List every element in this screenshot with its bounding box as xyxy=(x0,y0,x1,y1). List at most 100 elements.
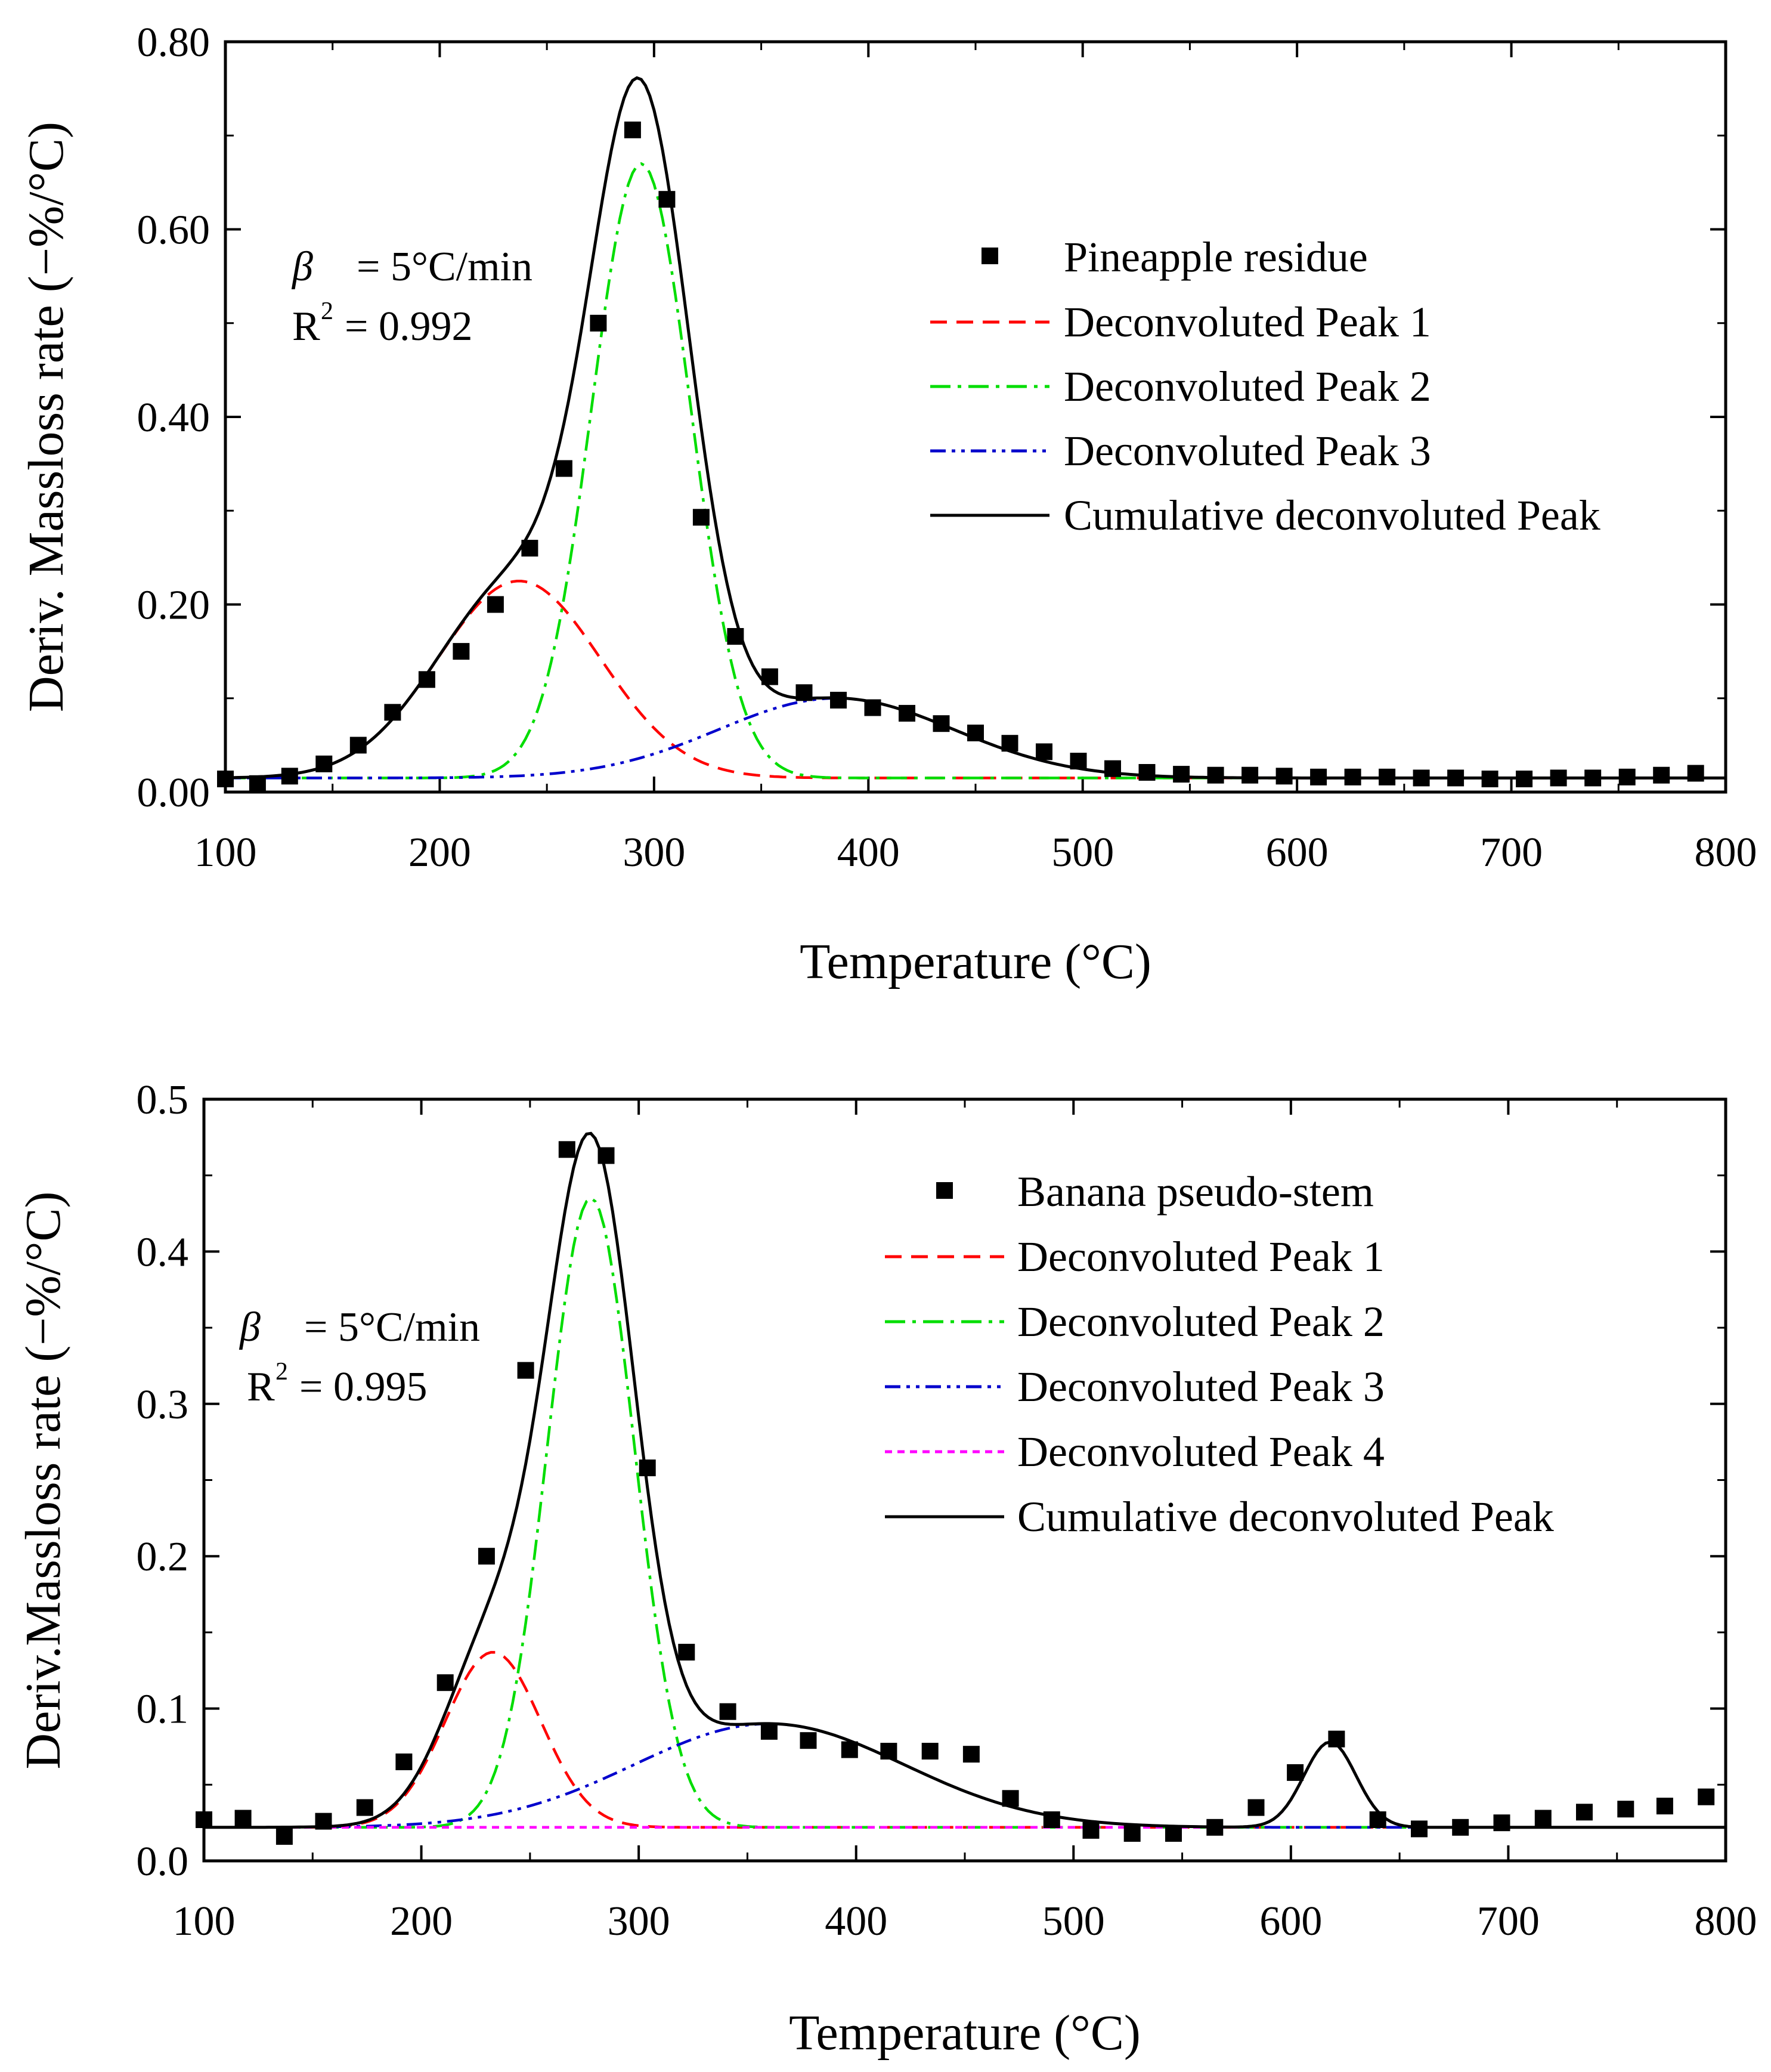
legend-label-peak-4: Deconvoluted Peak 4 xyxy=(1017,1428,1385,1476)
data-point xyxy=(1123,1825,1141,1842)
x-tick-label: 800 xyxy=(1695,1898,1757,1944)
legend-label-cumulative: Cumulative deconvoluted Peak xyxy=(1064,491,1600,539)
data-point xyxy=(384,704,401,721)
legend-label-scatter: Banana pseudo-stem xyxy=(1017,1168,1374,1216)
curve-deconvoluted-peak-1 xyxy=(225,580,1726,780)
r2-value: = 0.992 xyxy=(345,304,472,350)
data-point xyxy=(1653,766,1670,784)
x-tick-label: 400 xyxy=(825,1898,887,1944)
curve-cumulative-deconvoluted-peak xyxy=(204,1131,1726,1829)
y-tick-label: 0.40 xyxy=(137,395,210,441)
data-point xyxy=(1001,735,1018,752)
chart-pineapple-residue: 100 200 300 400 500 600 700 800 0.00 0.20 0.40 0.6… xyxy=(18,20,1757,989)
legend-label-peak-3: Deconvoluted Peak 3 xyxy=(1064,427,1431,475)
y-axis-title: Deriv. Massloss rate (−%/°C) xyxy=(18,122,74,712)
legend: Banana pseudo-stem Deconvoluted Peak 1 D… xyxy=(885,1168,1554,1541)
data-point xyxy=(692,509,710,526)
plot-frame xyxy=(202,1097,1727,1863)
x-tick-label: 600 xyxy=(1266,830,1329,876)
data-point xyxy=(1452,1819,1469,1836)
y-tick-label: 0.1 xyxy=(137,1687,189,1733)
data-point xyxy=(727,628,744,645)
data-point xyxy=(517,1362,534,1379)
legend: Pineapple residue Deconvoluted Peak 1 De… xyxy=(930,233,1600,539)
data-point xyxy=(1328,1730,1345,1748)
data-point xyxy=(558,1141,575,1158)
x-axis-title: Temperature (°C) xyxy=(789,2005,1141,2061)
data-point xyxy=(1411,1820,1428,1838)
data-point xyxy=(1534,1810,1552,1827)
beta-symbol: β xyxy=(291,244,313,290)
data-point xyxy=(795,684,813,701)
legend-marker-scatter xyxy=(982,248,998,264)
data-point xyxy=(1206,1819,1224,1836)
data-point xyxy=(967,724,984,741)
data-point xyxy=(315,755,333,772)
data-point xyxy=(1002,1790,1019,1807)
legend-label-scatter: Pineapple residue xyxy=(1064,233,1368,281)
data-point xyxy=(1287,1764,1304,1781)
data-point xyxy=(1173,766,1190,783)
data-point xyxy=(841,1741,858,1758)
data-point xyxy=(349,737,367,754)
data-point xyxy=(1656,1798,1673,1815)
x-tick-label: 200 xyxy=(408,830,471,876)
x-tick-label: 300 xyxy=(623,830,685,876)
data-point xyxy=(639,1459,656,1477)
fit-annotation: β = 5°C/min R 2 = 0.992 xyxy=(291,244,532,350)
data-point xyxy=(800,1732,817,1749)
data-point xyxy=(1493,1814,1510,1832)
data-point xyxy=(1369,1811,1386,1828)
data-point xyxy=(962,1746,980,1763)
data-point xyxy=(830,691,847,709)
deconvoluted-curves xyxy=(225,76,1726,780)
beta-value: = 5°C/min xyxy=(357,244,532,290)
data-point xyxy=(761,668,778,685)
legend-label-cumulative: Cumulative deconvoluted Peak xyxy=(1017,1493,1554,1541)
data-point xyxy=(899,704,915,722)
x-tick-label: 700 xyxy=(1480,830,1543,876)
data-point xyxy=(356,1799,373,1816)
y-tick-label: 0.3 xyxy=(137,1382,189,1428)
data-point xyxy=(1413,769,1430,787)
r2-label: R xyxy=(247,1364,275,1410)
legend-label-peak-1: Deconvoluted Peak 1 xyxy=(1064,298,1431,346)
legend-label-peak-2: Deconvoluted Peak 2 xyxy=(1017,1298,1385,1346)
data-points xyxy=(196,1141,1715,1845)
x-tick-label: 200 xyxy=(390,1898,453,1944)
data-point xyxy=(760,1722,778,1740)
data-point xyxy=(453,643,470,660)
curve-deconvoluted-peak-1 xyxy=(204,1651,1726,1829)
data-point xyxy=(521,540,538,557)
data-point xyxy=(1275,768,1293,785)
data-point xyxy=(1379,768,1396,785)
data-point xyxy=(395,1754,413,1770)
data-point xyxy=(1576,1804,1593,1821)
curve-deconvoluted-peak-3 xyxy=(204,1722,1726,1829)
data-point xyxy=(315,1813,332,1830)
data-point xyxy=(1207,766,1224,784)
x-tick-labels: 100 200 300 400 500 600 700 800 xyxy=(194,830,1757,876)
y-axis-title: Deriv.Massloss rate (−%/°C) xyxy=(16,1192,71,1770)
x-axis-title: Temperature (°C) xyxy=(800,934,1151,989)
data-point xyxy=(1516,771,1533,787)
data-point xyxy=(864,699,881,716)
data-point xyxy=(1082,1821,1100,1839)
data-point xyxy=(658,191,676,208)
legend-label-peak-3: Deconvoluted Peak 3 xyxy=(1017,1363,1385,1411)
x-tick-label: 300 xyxy=(608,1898,670,1944)
data-point xyxy=(921,1743,939,1760)
y-tick-label: 0.4 xyxy=(137,1229,189,1275)
y-tick-label: 0.2 xyxy=(137,1534,189,1580)
data-point xyxy=(478,1548,495,1565)
x-tick-label: 500 xyxy=(1051,830,1114,876)
data-point xyxy=(1584,769,1602,787)
beta-value: = 5°C/min xyxy=(304,1304,480,1350)
y-tick-labels: 0.0 0.1 0.2 0.3 0.4 0.5 xyxy=(137,1077,189,1885)
y-tick-labels: 0.00 0.20 0.40 0.60 0.80 xyxy=(137,20,210,816)
curve-deconvoluted-peak-3 xyxy=(225,697,1726,780)
y-tick-label: 0.5 xyxy=(137,1077,189,1123)
legend-label-peak-2: Deconvoluted Peak 2 xyxy=(1064,363,1431,410)
x-tick-label: 500 xyxy=(1042,1898,1105,1944)
y-tick-label: 0.80 xyxy=(137,20,210,66)
